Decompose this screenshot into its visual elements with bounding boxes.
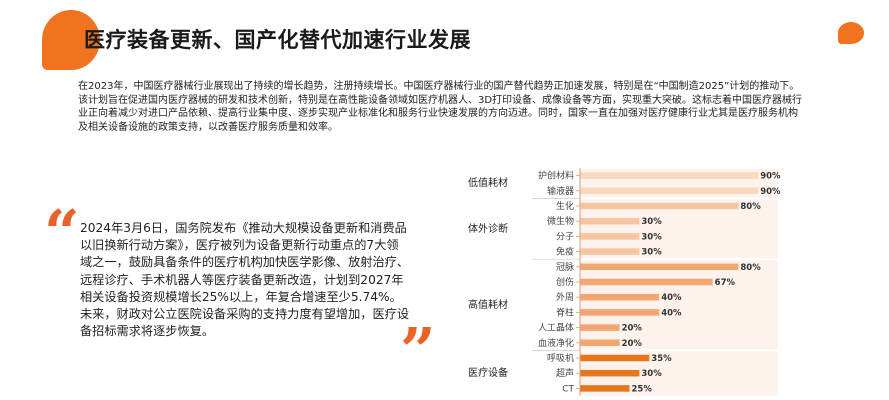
group-label: 体外诊断 xyxy=(468,222,508,235)
data-label: 20% xyxy=(622,324,643,334)
category-label: 脊柱 xyxy=(556,306,574,318)
bar xyxy=(580,202,739,210)
category-label: 呼吸机 xyxy=(547,352,574,364)
bar xyxy=(580,248,640,255)
category-label: CT xyxy=(562,384,574,394)
bar xyxy=(580,233,640,240)
data-label: 30% xyxy=(641,248,662,258)
bar xyxy=(580,217,640,225)
data-label: 90% xyxy=(760,172,781,182)
bar xyxy=(580,339,620,347)
group-label: 高值耗材 xyxy=(468,298,508,311)
data-label: 30% xyxy=(641,369,662,379)
category-label: 微生物 xyxy=(547,215,574,227)
group-label: 医疗设备 xyxy=(468,366,508,379)
bar xyxy=(580,369,640,377)
group-background xyxy=(580,260,778,350)
category-label: 护创材料 xyxy=(538,170,574,182)
category-label: 人工晶体 xyxy=(538,322,574,334)
category-label: 分子 xyxy=(556,231,574,242)
bar xyxy=(580,354,650,362)
category-label: 超声 xyxy=(556,367,574,379)
data-label: 35% xyxy=(651,354,672,364)
quote-open-mark: “ xyxy=(44,196,80,269)
category-label: 冠脉 xyxy=(556,261,574,273)
data-label: 30% xyxy=(641,217,662,227)
bar xyxy=(580,309,660,316)
category-label: 血液净化 xyxy=(538,337,574,349)
bar xyxy=(580,293,660,301)
category-label: 外周 xyxy=(556,291,574,303)
category-label: 免疫 xyxy=(556,246,574,258)
bar xyxy=(580,263,739,271)
decorative-blob-right xyxy=(838,22,864,44)
bar xyxy=(580,385,630,392)
data-label: 20% xyxy=(622,339,643,349)
data-label: 67% xyxy=(715,278,736,288)
category-label: 创伤 xyxy=(556,276,574,288)
category-label: 输液器 xyxy=(547,185,574,197)
bar xyxy=(580,187,759,195)
page-title: 医疗装备更新、国产化替代加速行业发展 xyxy=(84,28,471,52)
bar xyxy=(580,172,759,179)
quote-text: 2024年3月6日，国务院发布《推动大规模设备更新和消费品以旧换新行动方案》，医… xyxy=(80,221,410,339)
bar xyxy=(580,278,713,286)
decorative-blob-left xyxy=(42,10,100,70)
data-label: 25% xyxy=(632,384,653,394)
bar xyxy=(580,324,620,331)
data-label: 40% xyxy=(661,308,682,318)
data-label: 80% xyxy=(740,202,761,212)
data-label: 40% xyxy=(661,293,682,303)
data-label: 90% xyxy=(760,187,781,197)
data-label: 80% xyxy=(740,263,761,273)
category-label: 生化 xyxy=(556,200,574,212)
intro-paragraph: 在2023年，中国医疗器械行业展现出了持续的增长趋势，注册持续增长。中国医疗器械… xyxy=(78,81,803,133)
data-label: 30% xyxy=(641,232,662,242)
quote-close-mark: ” xyxy=(400,314,436,387)
group-label: 低值耗材 xyxy=(468,176,508,189)
